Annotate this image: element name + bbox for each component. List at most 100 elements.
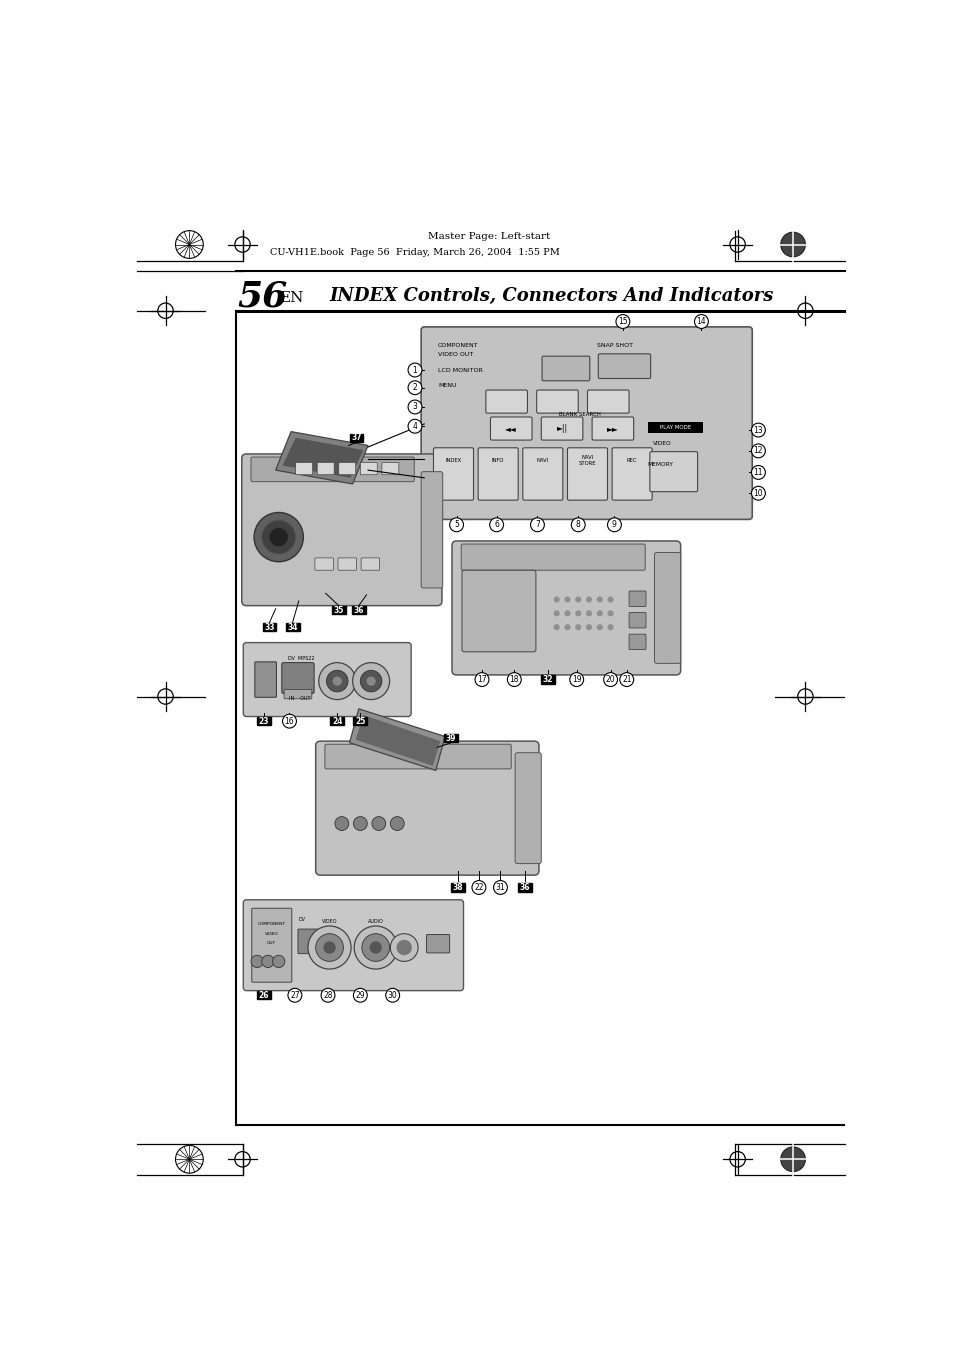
Text: 26: 26 (258, 990, 269, 1000)
Circle shape (361, 934, 389, 962)
Circle shape (751, 444, 764, 458)
FancyBboxPatch shape (420, 327, 752, 519)
Text: 11: 11 (753, 467, 762, 477)
Circle shape (607, 517, 620, 532)
Text: 10: 10 (753, 489, 762, 497)
Circle shape (575, 611, 580, 616)
FancyBboxPatch shape (587, 390, 628, 413)
Circle shape (472, 881, 485, 894)
Circle shape (585, 596, 592, 603)
Circle shape (596, 611, 602, 616)
Text: PLAY MODE: PLAY MODE (659, 426, 690, 430)
Circle shape (553, 624, 559, 631)
Bar (647, 423, 702, 434)
Circle shape (408, 419, 421, 434)
FancyBboxPatch shape (284, 689, 312, 698)
Circle shape (603, 673, 617, 686)
FancyBboxPatch shape (649, 451, 697, 492)
Circle shape (564, 596, 570, 603)
Text: VIDEO: VIDEO (321, 919, 337, 924)
FancyBboxPatch shape (540, 417, 582, 440)
Text: 8: 8 (576, 520, 580, 530)
Circle shape (353, 816, 367, 831)
Circle shape (475, 673, 488, 686)
Circle shape (408, 400, 421, 413)
Circle shape (607, 624, 613, 631)
Circle shape (318, 662, 355, 700)
Text: 36: 36 (354, 605, 364, 615)
Circle shape (390, 934, 417, 962)
Bar (349, 434, 363, 442)
Circle shape (564, 611, 570, 616)
Polygon shape (355, 715, 440, 766)
FancyBboxPatch shape (281, 662, 314, 693)
Circle shape (751, 466, 764, 480)
Circle shape (694, 315, 708, 328)
FancyBboxPatch shape (612, 447, 652, 500)
FancyBboxPatch shape (338, 462, 355, 474)
Circle shape (449, 517, 463, 532)
FancyBboxPatch shape (317, 462, 334, 474)
Circle shape (493, 881, 507, 894)
FancyBboxPatch shape (592, 417, 633, 440)
FancyBboxPatch shape (361, 558, 379, 570)
Circle shape (321, 989, 335, 1002)
Text: 27: 27 (290, 990, 299, 1000)
Polygon shape (275, 431, 368, 484)
Text: 15: 15 (618, 317, 627, 326)
Text: VIDEO: VIDEO (265, 932, 278, 936)
Text: CU-VH1E.book  Page 56  Friday, March 26, 2004  1:55 PM: CU-VH1E.book Page 56 Friday, March 26, 2… (270, 249, 559, 258)
Text: 3: 3 (412, 403, 417, 412)
Circle shape (596, 596, 602, 603)
Text: EN: EN (278, 292, 303, 305)
Text: 34: 34 (287, 623, 297, 632)
Bar (451, 884, 464, 892)
Circle shape (253, 512, 303, 562)
Text: SNAP SHOT: SNAP SHOT (597, 343, 633, 347)
FancyBboxPatch shape (251, 457, 414, 482)
Text: 18: 18 (509, 676, 518, 684)
FancyBboxPatch shape (490, 417, 532, 440)
Circle shape (282, 715, 296, 728)
Circle shape (575, 624, 580, 631)
Text: INFO: INFO (492, 458, 504, 463)
Text: AUDIO: AUDIO (368, 919, 383, 924)
Text: 25: 25 (355, 716, 365, 725)
Text: 13: 13 (753, 426, 762, 435)
Circle shape (354, 925, 396, 969)
Text: MENU: MENU (437, 382, 456, 388)
Text: IN    OUT: IN OUT (289, 696, 311, 701)
Text: DV  MPS22: DV MPS22 (288, 655, 314, 661)
Text: 22: 22 (474, 884, 483, 892)
Text: 24: 24 (332, 716, 342, 725)
Bar (352, 607, 365, 615)
Circle shape (530, 517, 544, 532)
Text: 21: 21 (621, 676, 631, 684)
FancyBboxPatch shape (628, 612, 645, 628)
Circle shape (396, 940, 412, 955)
FancyBboxPatch shape (537, 390, 578, 413)
Bar (444, 734, 457, 742)
Text: 33: 33 (264, 623, 274, 632)
FancyBboxPatch shape (515, 753, 540, 863)
Text: 37: 37 (351, 434, 361, 442)
FancyBboxPatch shape (243, 643, 411, 716)
Circle shape (315, 934, 343, 962)
Circle shape (553, 596, 559, 603)
Circle shape (323, 942, 335, 954)
Circle shape (408, 381, 421, 394)
Text: 36: 36 (519, 884, 530, 892)
Text: 30: 30 (387, 990, 397, 1000)
Polygon shape (349, 709, 444, 770)
Bar (353, 717, 367, 725)
FancyBboxPatch shape (337, 558, 356, 570)
FancyBboxPatch shape (381, 462, 398, 474)
Circle shape (489, 517, 503, 532)
Text: MEMORY: MEMORY (647, 462, 673, 467)
FancyBboxPatch shape (254, 662, 276, 697)
Circle shape (607, 611, 613, 616)
Text: 28: 28 (323, 990, 333, 1000)
FancyBboxPatch shape (628, 634, 645, 650)
Circle shape (261, 520, 295, 554)
Circle shape (780, 1147, 804, 1171)
